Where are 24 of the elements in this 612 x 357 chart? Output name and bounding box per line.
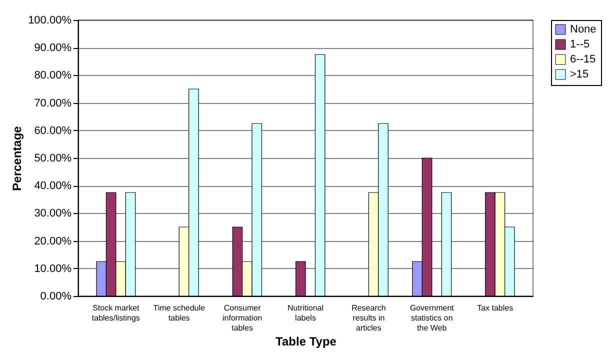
- legend-label: 6--15: [570, 54, 596, 66]
- y-tick-label: 80.00%: [34, 70, 72, 82]
- y-tick-label: 0.00%: [40, 290, 72, 302]
- y-tick-label: 30.00%: [34, 208, 72, 220]
- legend-label: 1--5: [570, 38, 590, 50]
- x-tick-label: Consumer information tables: [222, 304, 262, 332]
- y-tick-label: 10.00%: [34, 262, 72, 275]
- y-tick-label: 40.00%: [34, 180, 72, 192]
- x-tick-label: Government statistics on the Web: [410, 304, 455, 332]
- y-tick-label: 70.00%: [34, 97, 72, 110]
- x-tick-label: Tax tables: [477, 304, 514, 312]
- y-tick-label: 20.00%: [34, 235, 72, 248]
- y-tick-label: 60.00%: [34, 124, 72, 137]
- legend-label: None: [570, 24, 596, 36]
- x-tick-label: Stock market tables/listings: [92, 304, 140, 322]
- x-tick-label: Nutritional labels: [287, 304, 324, 322]
- y-tick-label: 50.00%: [34, 152, 72, 164]
- y-tick-label: 100.00%: [28, 14, 72, 26]
- y-axis-title: Percentage: [10, 126, 24, 191]
- x-tick-label: Research results in articles: [352, 304, 386, 332]
- y-tick-label: 90.00%: [34, 42, 72, 54]
- x-axis-title: Table Type: [276, 334, 337, 348]
- legend-label: >15: [570, 68, 589, 80]
- x-tick-label: Time schedule tables: [153, 304, 206, 322]
